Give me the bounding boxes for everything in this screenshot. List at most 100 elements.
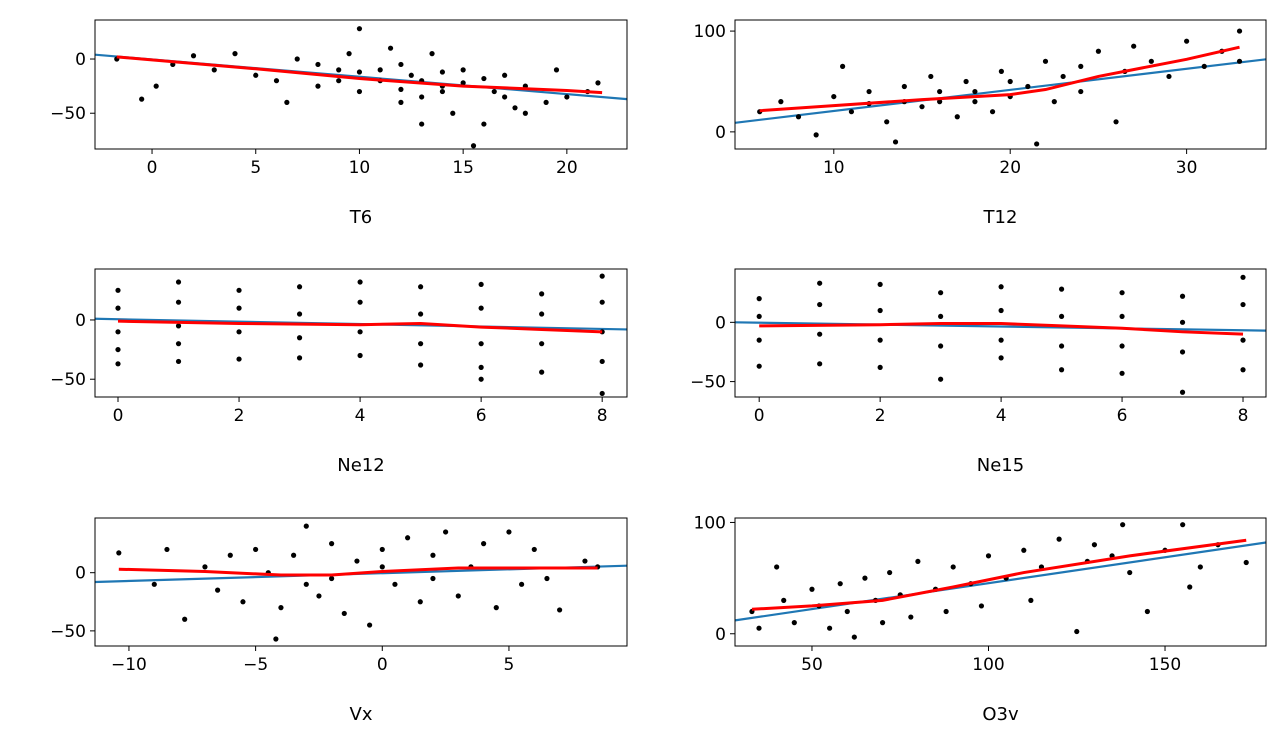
data-point: [862, 575, 868, 581]
data-point: [879, 620, 886, 626]
data-point: [887, 569, 893, 576]
data-point: [211, 67, 217, 73]
data-point: [354, 558, 360, 564]
data-point: [175, 341, 182, 347]
subplot-t12: 10 20 30 0 100 T12: [694, 19, 1267, 228]
data-point: [303, 581, 309, 587]
data-point: [851, 634, 857, 640]
data-point: [892, 139, 899, 145]
data-point: [115, 305, 121, 311]
data-point: [315, 61, 321, 68]
data-point: [756, 313, 762, 320]
data-point: [236, 287, 242, 293]
data-point: [817, 280, 823, 286]
data-point: [950, 564, 956, 570]
data-point: [450, 110, 456, 116]
data-point: [756, 625, 762, 631]
plot-area: [735, 274, 1266, 395]
data-point: [227, 552, 233, 558]
x-tick-label: 8: [1238, 406, 1249, 426]
y-tick-label: 0: [715, 625, 726, 645]
data-point: [1201, 63, 1207, 69]
data-point: [405, 535, 411, 541]
x-tick-label: −5: [243, 655, 268, 675]
data-point: [599, 299, 605, 305]
data-point: [294, 56, 300, 62]
data-point: [478, 376, 484, 382]
data-point: [1091, 542, 1098, 548]
data-point: [1025, 83, 1031, 90]
data-point: [398, 99, 404, 105]
data-point: [998, 307, 1004, 314]
data-point: [989, 109, 996, 115]
data-point: [1240, 274, 1246, 280]
y-tick-label: −50: [690, 373, 726, 393]
data-point: [1243, 559, 1249, 566]
x-tick-label: 30: [1176, 158, 1198, 178]
data-point: [408, 72, 414, 78]
y-tick-label: 100: [694, 22, 726, 42]
x-axis-label: Ne15: [977, 455, 1024, 476]
data-point: [1042, 58, 1049, 64]
data-point: [963, 78, 969, 85]
x-tick-label: 4: [355, 406, 366, 426]
x-tick-label: −10: [111, 655, 147, 675]
x-tick-label: 5: [504, 655, 515, 675]
data-point: [1127, 569, 1133, 576]
lowess-line: [117, 319, 603, 334]
data-point: [291, 552, 297, 558]
data-point: [1180, 522, 1186, 528]
data-point: [809, 586, 815, 592]
data-point: [1007, 78, 1013, 85]
data-point: [978, 603, 985, 609]
data-point: [481, 541, 487, 547]
y-tick-label: 0: [75, 311, 86, 331]
y-tick-label: 0: [715, 123, 726, 143]
data-point: [164, 546, 170, 553]
data-point: [774, 564, 780, 570]
linear-fit-line: [735, 58, 1266, 124]
data-point: [1179, 389, 1186, 395]
data-point: [346, 51, 352, 57]
data-point: [398, 86, 404, 92]
data-point: [419, 94, 425, 100]
data-point: [357, 352, 363, 359]
plot-area: [95, 273, 627, 397]
data-point: [357, 299, 363, 305]
data-point: [539, 291, 545, 297]
data-point: [478, 281, 484, 288]
data-point: [253, 72, 259, 78]
data-point: [756, 337, 762, 343]
data-point: [1034, 141, 1040, 147]
x-tick-label: 8: [597, 406, 608, 426]
data-point: [813, 132, 819, 138]
data-point: [998, 337, 1004, 343]
data-point: [175, 279, 182, 285]
data-point: [151, 581, 157, 587]
data-point: [139, 96, 145, 102]
x-tick-label: 50: [801, 655, 823, 675]
data-point: [190, 53, 197, 59]
data-point: [356, 69, 363, 75]
data-point: [901, 83, 907, 90]
data-point: [356, 26, 363, 32]
plot-area: [95, 523, 627, 642]
data-point: [837, 581, 843, 587]
data-point: [1060, 73, 1066, 80]
data-point: [827, 625, 833, 631]
data-point: [429, 51, 435, 57]
data-point: [840, 63, 846, 69]
x-tick-label: 5: [250, 158, 261, 178]
data-point: [460, 67, 466, 73]
plot-area: [735, 522, 1266, 640]
data-point: [1028, 597, 1034, 603]
linear-fit-line: [735, 541, 1266, 622]
data-point: [1058, 313, 1065, 320]
data-point: [379, 546, 385, 553]
x-axis-label: T6: [349, 207, 372, 228]
data-point: [1197, 564, 1203, 570]
data-point: [599, 273, 605, 279]
data-point: [998, 284, 1004, 290]
data-point: [1074, 628, 1080, 635]
